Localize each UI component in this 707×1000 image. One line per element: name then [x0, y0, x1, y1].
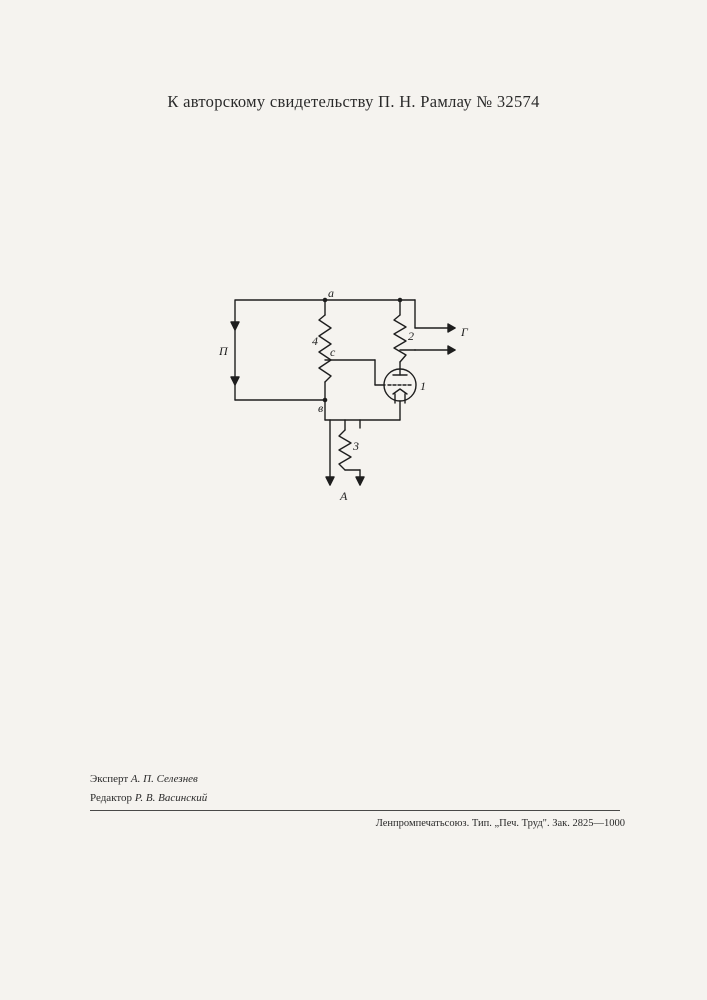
page: К авторскому свидетельству П. Н. Рамлау … — [0, 0, 707, 1000]
circuit-diagram: a с в 4 2 3 1 П Г А — [205, 290, 505, 510]
label-node-b: в — [318, 401, 323, 415]
expert-line: Эксперт А. П. Селезнев — [90, 770, 207, 789]
editor-name: Р. В. Васинский — [135, 792, 207, 804]
page-title: К авторскому свидетельству П. Н. Рамлау … — [0, 92, 707, 112]
label-tube: 1 — [420, 379, 426, 393]
printer-imprint: Ленпромпечатьсоюз. Тип. „Печ. Труд". Зак… — [376, 818, 625, 829]
editor-line: Редактор Р. В. Васинский — [90, 789, 207, 808]
label-node-c: с — [330, 345, 336, 359]
label-r4: 4 — [312, 334, 318, 348]
label-node-a: a — [328, 290, 334, 300]
label-r2: 2 — [408, 329, 414, 343]
label-term-g: Г — [460, 325, 469, 339]
expert-name: А. П. Селезнев — [131, 773, 198, 785]
expert-label: Эксперт — [90, 773, 128, 785]
label-term-a: А — [339, 489, 348, 503]
editor-label: Редактор — [90, 792, 132, 804]
footer-credits: Эксперт А. П. Селезнев Редактор Р. В. Ва… — [90, 770, 207, 807]
horizontal-rule — [90, 810, 620, 811]
label-r3: 3 — [352, 439, 359, 453]
label-term-p: П — [218, 344, 229, 358]
